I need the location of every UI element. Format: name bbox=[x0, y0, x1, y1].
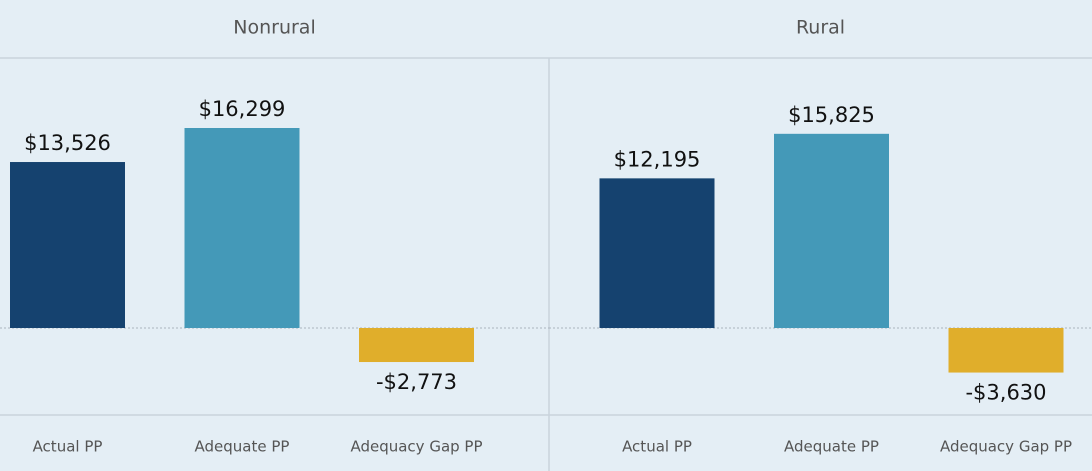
category-label: Adequate PP bbox=[195, 438, 290, 456]
category-label: Actual PP bbox=[622, 438, 692, 456]
bar bbox=[599, 178, 715, 328]
value-label: -$2,773 bbox=[376, 370, 457, 394]
category-label: Adequacy Gap PP bbox=[940, 438, 1072, 456]
bar bbox=[359, 328, 474, 363]
bar bbox=[948, 328, 1064, 373]
category-label: Actual PP bbox=[33, 438, 103, 456]
value-label: $16,299 bbox=[199, 97, 286, 121]
category-label: Adequacy Gap PP bbox=[350, 438, 482, 456]
value-label: -$3,630 bbox=[965, 381, 1046, 405]
panel-title: Nonrural bbox=[233, 17, 315, 39]
panel-title: Rural bbox=[796, 17, 845, 39]
bar bbox=[774, 133, 889, 328]
bar bbox=[10, 162, 125, 328]
category-label: Adequate PP bbox=[784, 438, 879, 456]
value-label: $15,825 bbox=[788, 103, 875, 127]
value-label: $12,195 bbox=[614, 147, 701, 171]
bar bbox=[184, 128, 300, 328]
value-label: $13,526 bbox=[24, 131, 111, 155]
